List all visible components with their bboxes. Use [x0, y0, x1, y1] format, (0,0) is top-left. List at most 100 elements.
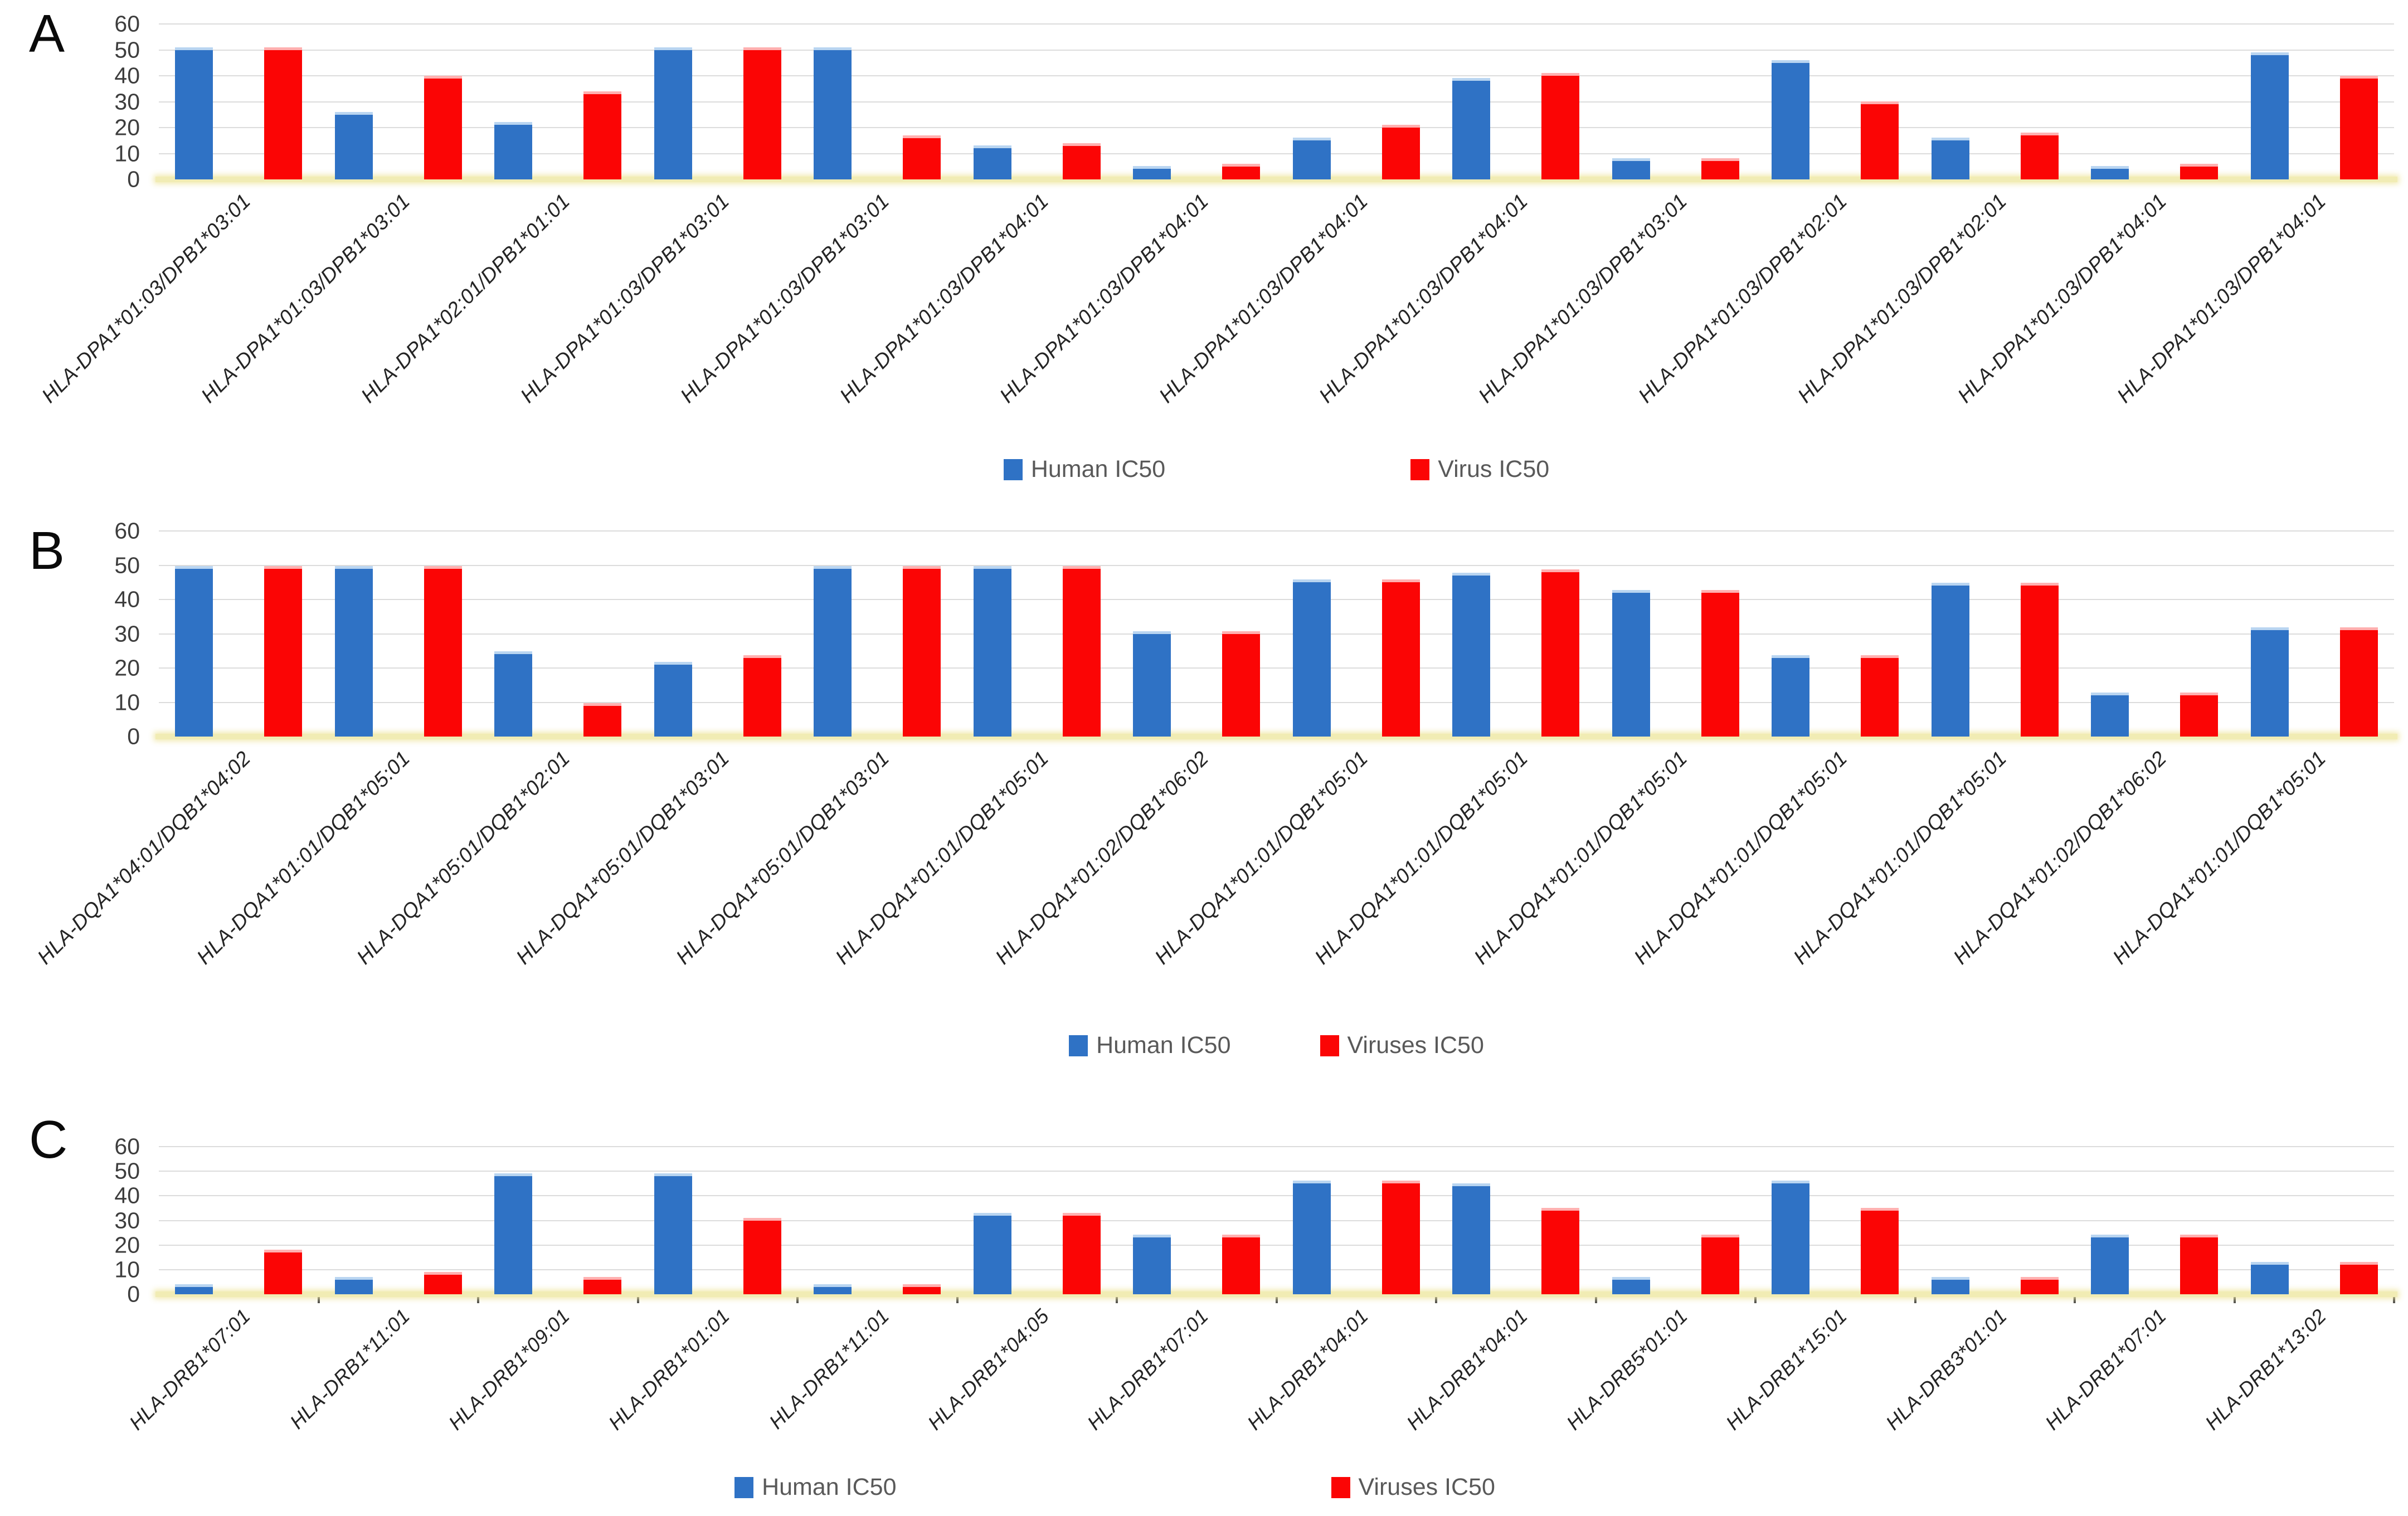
- bar-human: [1133, 1235, 1171, 1294]
- bar-group: [1596, 24, 1756, 179]
- bar-group: [1436, 1147, 1596, 1294]
- bar-virus: [424, 566, 462, 737]
- legend-swatch-virus: [1320, 1035, 1339, 1056]
- bar-group: [478, 531, 638, 737]
- bar-virus: [1222, 1235, 1261, 1294]
- axis-tick-mark: [317, 1293, 320, 1303]
- bar-virus: [2339, 1262, 2378, 1294]
- bar-human: [814, 1284, 852, 1294]
- gridline: [159, 127, 2394, 128]
- legend-swatch-virus: [1331, 1476, 1350, 1498]
- bar-virus: [1861, 1207, 1899, 1294]
- bar-human: [1452, 1183, 1491, 1294]
- legend-label: Viruses IC50: [1347, 1032, 1484, 1059]
- x-axis-labels: HLA-DQA1*04:01/DQB1*04:02 HLA-DQA1*01:01/…: [33, 737, 2394, 1029]
- y-axis: 0 10 20 30 40 50 60: [0, 12, 159, 191]
- panel-c: C 0 10 20 30 40 50 60 HLA-DRB1*07:01 HLA-DRB1*1…: [0, 1106, 2408, 1516]
- bar-human: [2250, 52, 2289, 179]
- bar-virus: [1861, 101, 1899, 179]
- axis-tick-mark: [477, 1293, 479, 1303]
- bar-group: [797, 1147, 957, 1294]
- bar-virus: [2180, 693, 2219, 737]
- bar-human: [654, 661, 692, 737]
- axis-tick-mark: [2393, 1293, 2395, 1303]
- bar-virus: [424, 75, 462, 179]
- bar-human: [1133, 631, 1171, 737]
- bar-virus: [583, 703, 622, 737]
- y-axis: 0 10 20 30 40 50 60: [0, 1135, 159, 1305]
- bar-human: [2091, 166, 2129, 179]
- axis-tick-mark: [1116, 1293, 1118, 1303]
- y-axis-tick: 30: [114, 621, 140, 646]
- axis-tick-mark: [1914, 1293, 1916, 1303]
- bar-virus: [2339, 627, 2378, 737]
- bar-human: [1931, 1276, 1969, 1294]
- gridline: [159, 1195, 2394, 1197]
- bar-virus: [583, 1276, 622, 1294]
- y-axis-tick: 30: [114, 1207, 140, 1233]
- bar-group: [478, 24, 638, 179]
- bar-human: [1931, 138, 1969, 179]
- x-axis-category: HLA-DRB3*01:01: [1881, 1293, 2076, 1461]
- y-axis: 0 10 20 30 40 50 60: [0, 519, 159, 748]
- y-axis-tick: 0: [127, 166, 140, 192]
- bar-virus: [1222, 631, 1261, 737]
- bar-group: [957, 531, 1117, 737]
- panel-b: B 0 10 20 30 40 50 60 HLA-DQA1*04:01/DQB1*04:0…: [0, 517, 2408, 1106]
- y-axis-tick: 20: [114, 114, 140, 140]
- bar-group: [1117, 531, 1277, 737]
- bar-human: [1772, 60, 1810, 179]
- bar-human: [973, 1212, 1011, 1294]
- y-axis-tick: 50: [114, 552, 140, 578]
- y-axis-tick: 50: [114, 37, 140, 62]
- bar-group: [1915, 531, 2075, 737]
- bar-human: [654, 47, 692, 179]
- bar-virus: [2180, 1235, 2219, 1294]
- bar-human: [175, 1284, 213, 1294]
- bar-virus: [1861, 655, 1899, 737]
- y-axis-tick: 0: [127, 723, 140, 749]
- plot-area: [155, 23, 2397, 182]
- axis-tick-mark: [636, 1293, 639, 1303]
- bar-virus: [2020, 132, 2059, 179]
- bar-human: [1452, 78, 1491, 179]
- y-axis-tick: 20: [114, 1232, 140, 1258]
- bar-group: [1117, 1147, 1277, 1294]
- gridline: [159, 1244, 2394, 1246]
- bar-human: [814, 47, 852, 179]
- x-axis-category: HLA-DRB1*07:01: [2041, 1293, 2236, 1461]
- bar-virus: [1701, 589, 1739, 737]
- bar-group: [1117, 24, 1277, 179]
- axis-tick-mark: [1435, 1293, 1437, 1303]
- legend-label: Human IC50: [762, 1474, 897, 1500]
- legend-swatch-human: [1069, 1035, 1088, 1056]
- bar-group: [1277, 1147, 1437, 1294]
- y-axis-tick: 40: [114, 62, 140, 89]
- bar-group: [2235, 24, 2395, 179]
- x-axis-baseline: [155, 734, 2397, 739]
- bar-virus: [1062, 1212, 1101, 1294]
- bar-virus: [1222, 163, 1261, 179]
- x-axis-category: HLA-DRB1*04:05: [923, 1293, 1118, 1461]
- legend-item-human: Human IC50: [1003, 456, 1165, 483]
- plot-area: [155, 1146, 2397, 1297]
- bar-group: [319, 24, 479, 179]
- x-axis-category: HLA-DRB1*13:02: [2200, 1293, 2395, 1461]
- y-axis-tick: 60: [114, 1133, 140, 1159]
- bar-group: [2075, 1147, 2235, 1294]
- x-axis-labels: HLA-DRB1*07:01 HLA-DRB1*11:01 HLA-DRB1*09:…: [125, 1293, 2395, 1461]
- gridline: [159, 633, 2394, 635]
- bar-human: [494, 651, 533, 737]
- gridline: [159, 1269, 2394, 1270]
- bar-group: [2075, 531, 2235, 737]
- axis-tick-mark: [1275, 1293, 1278, 1303]
- y-axis-tick: 10: [114, 140, 140, 166]
- x-axis-label: HLA-DRB1*07:01: [124, 1304, 255, 1435]
- bar-human: [1612, 1276, 1650, 1294]
- bar-group: [478, 1147, 638, 1294]
- bar-human: [2250, 627, 2289, 737]
- bar-human: [175, 566, 213, 737]
- y-axis-tick: 60: [114, 518, 140, 544]
- bar-group: [2235, 531, 2395, 737]
- bar-virus: [1381, 125, 1420, 179]
